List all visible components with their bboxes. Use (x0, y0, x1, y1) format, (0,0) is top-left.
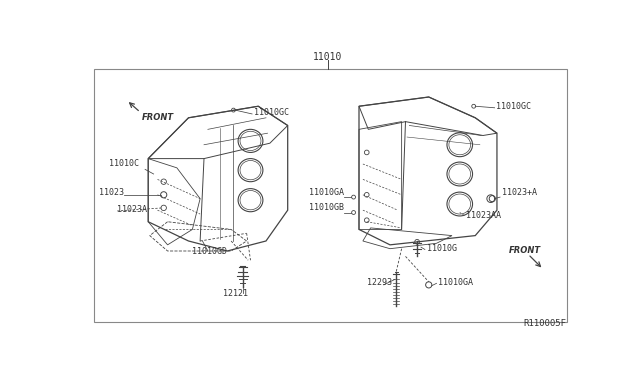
Text: R110005F: R110005F (524, 319, 566, 328)
Text: 11010C: 11010C (109, 159, 140, 168)
Text: FRONT: FRONT (142, 113, 174, 122)
Bar (94, 69, 566, 322)
Text: 11023AA: 11023AA (466, 211, 501, 220)
Text: 11010GA: 11010GA (438, 278, 473, 287)
Text: FRONT: FRONT (509, 246, 541, 254)
Text: 11010GD: 11010GD (193, 247, 227, 256)
Text: 11010GB: 11010GB (309, 203, 344, 212)
Text: 11023A: 11023A (117, 205, 147, 215)
Text: 11010GC: 11010GC (496, 102, 531, 111)
Text: 12121: 12121 (223, 289, 248, 298)
Text: 11023+A: 11023+A (502, 188, 538, 197)
Text: 11010GA: 11010GA (309, 188, 344, 197)
Text: 11010: 11010 (314, 52, 342, 62)
Text: 11010G: 11010G (428, 244, 457, 253)
Text: 11023: 11023 (99, 188, 124, 197)
Text: 12293: 12293 (367, 278, 392, 287)
Text: 11010GC: 11010GC (253, 109, 289, 118)
